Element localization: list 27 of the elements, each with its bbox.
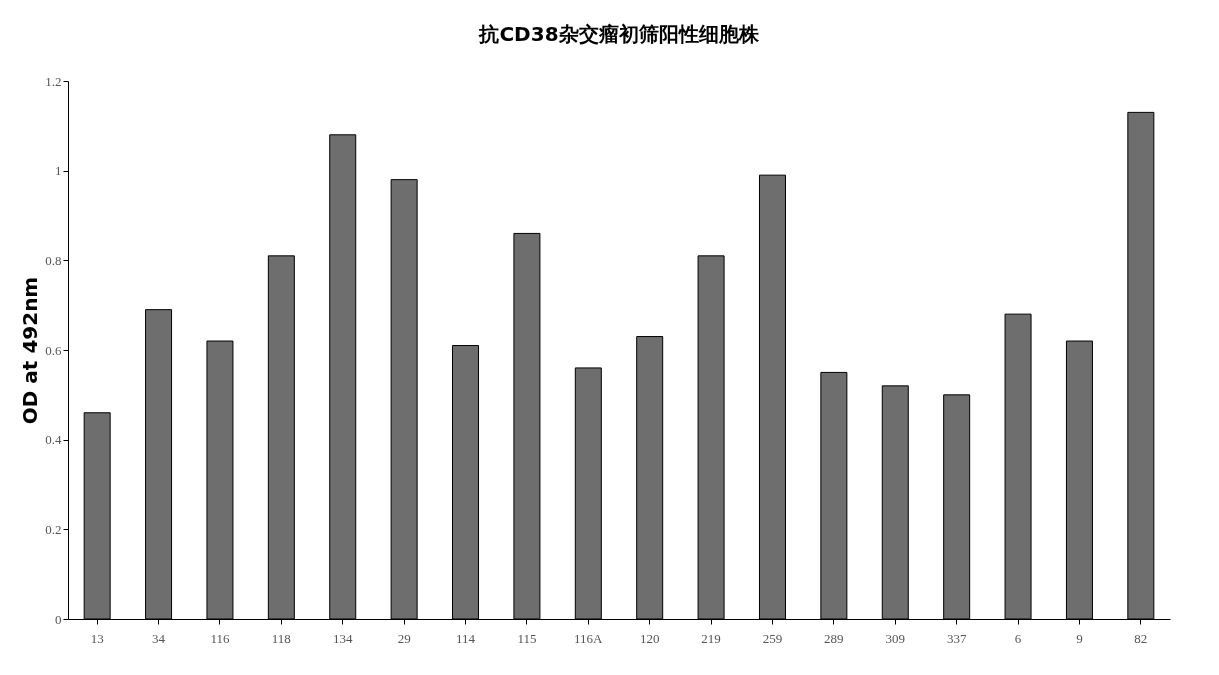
x-tick-label: 134 [332,630,353,646]
x-tick-label: 6 [1014,630,1022,646]
y-tick-label: 0 [55,611,62,627]
y-tick-label: 1.2 [45,73,62,89]
x-tick-label: 219 [701,630,721,646]
chart-title: 抗CD38杂交瘤初筛阳性细胞株 [478,22,760,46]
x-tick-label: 9 [1076,630,1083,646]
x-tick-label: 29 [397,630,411,646]
x-tick-label: 116 [210,630,230,646]
x-tick-label: 34 [152,630,166,646]
x-tick-label: 114 [456,630,476,646]
y-tick-label: 0.8 [45,252,62,268]
x-tick-label: 82 [1134,630,1148,646]
x-tick-label: 289 [824,630,844,646]
y-tick-label: 1 [55,163,62,179]
x-tick-label: 259 [762,630,783,646]
x-tick-label: 115 [517,630,537,646]
x-tick-label: 13 [90,630,104,646]
y-tick-label: 0.4 [45,432,62,448]
x-tick-label: 118 [271,630,291,646]
y-tick-label: 0.2 [45,521,62,537]
x-tick-label: 116A [574,630,604,646]
x-tick-label: 337 [946,630,967,646]
y-axis-title: OD at 492nm [18,276,43,425]
x-tick-label: 120 [639,630,660,646]
x-tick-label: 309 [885,630,906,646]
y-tick-label: 0.6 [45,342,62,358]
